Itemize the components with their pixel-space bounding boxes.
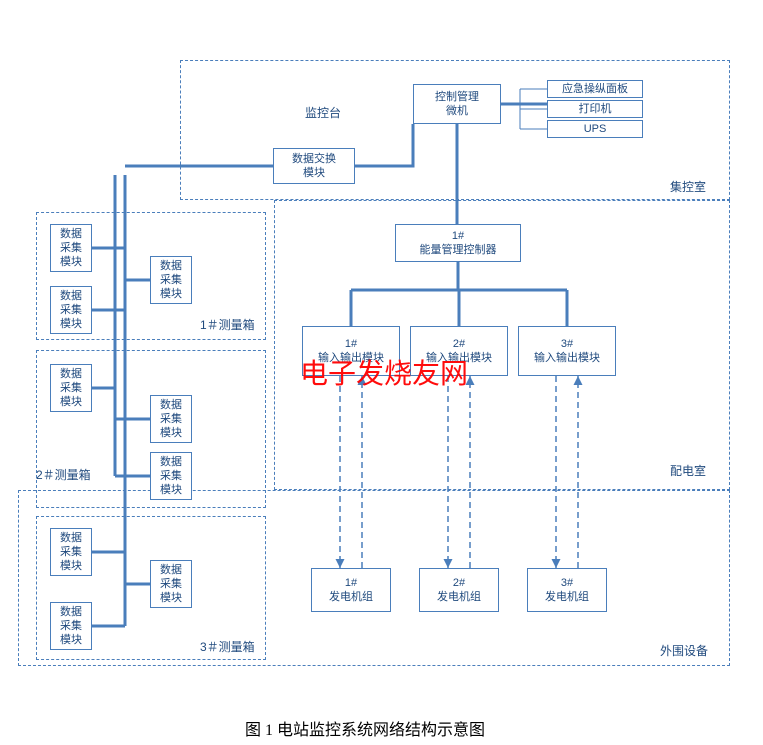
node-generator-1: 1# 发电机组: [311, 568, 391, 612]
label-control-room: 集控室: [670, 178, 706, 195]
node-generator-3: 3# 发电机组: [527, 568, 607, 612]
node-daq-3c: 数据 采集 模块: [150, 560, 192, 608]
node-generator-2: 2# 发电机组: [419, 568, 499, 612]
node-data-switch: 数据交换 模块: [273, 148, 355, 184]
node-daq-2c: 数据 采集 模块: [150, 452, 192, 500]
node-daq-1c: 数据 采集 模块: [150, 256, 192, 304]
label-peripheral: 外围设备: [660, 642, 708, 659]
label-measure-box-2: 2＃测量箱: [36, 466, 91, 483]
label-measure-box-1: 1＃测量箱: [200, 316, 255, 333]
node-daq-1b: 数据 采集 模块: [50, 286, 92, 334]
node-io-module-2: 2# 输入输出模块: [410, 326, 508, 376]
node-energy-controller: 1# 能量管理控制器: [395, 224, 521, 262]
label-distribution-room: 配电室: [670, 462, 706, 479]
diagram-root: 控制管理 微机 应急操纵面板 打印机 UPS 数据交换 模块 1# 能量管理控制…: [0, 0, 763, 745]
figure-caption: 图 1 电站监控系统网络结构示意图: [245, 716, 485, 740]
node-daq-3b: 数据 采集 模块: [50, 602, 92, 650]
node-daq-3a: 数据 采集 模块: [50, 528, 92, 576]
label-measure-box-3: 3＃测量箱: [200, 638, 255, 655]
node-io-module-1: 1# 输入输出模块: [302, 326, 400, 376]
node-emergency-panel: 应急操纵面板: [547, 80, 643, 98]
node-control-mgmt-pc: 控制管理 微机: [413, 84, 501, 124]
node-ups: UPS: [547, 120, 643, 138]
region-monitor-station: [180, 60, 730, 200]
label-monitor-station: 监控台: [305, 104, 341, 121]
node-io-module-3: 3# 输入输出模块: [518, 326, 616, 376]
node-daq-2b: 数据 采集 模块: [150, 395, 192, 443]
node-daq-2a: 数据 采集 模块: [50, 364, 92, 412]
node-printer: 打印机: [547, 100, 643, 118]
node-daq-1a: 数据 采集 模块: [50, 224, 92, 272]
